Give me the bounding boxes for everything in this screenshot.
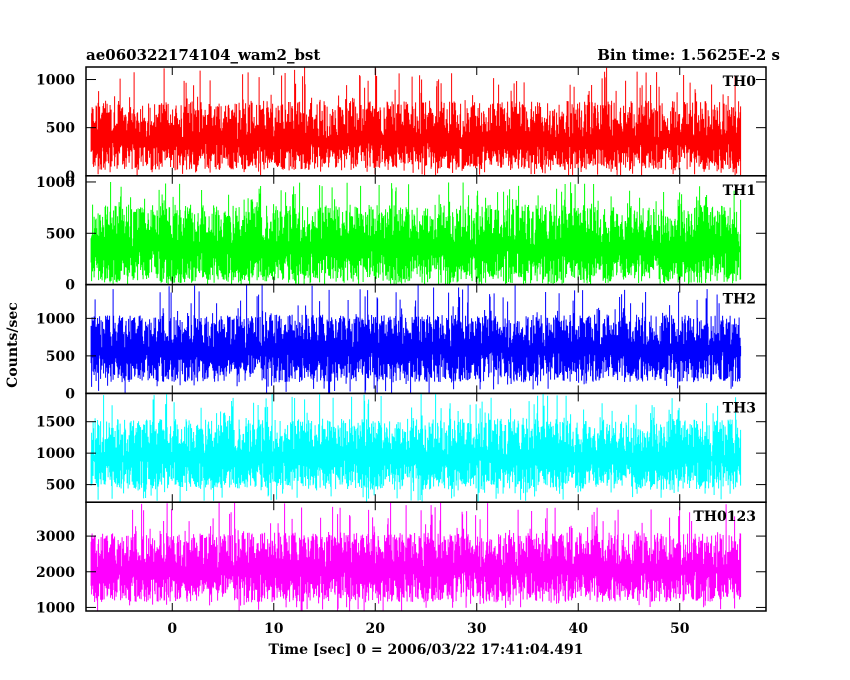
series-line-th2	[90, 284, 742, 394]
panel-label-th0: TH0	[723, 74, 757, 90]
panel-th0123: 1000 2000 3000 TH0123	[36, 501, 767, 616]
chart-title: ae060322174104_wam2_bst	[86, 46, 320, 64]
y-tick-label-th3: 500	[46, 478, 75, 494]
y-tick-label-th0123: 1000	[36, 600, 75, 616]
y-tick-label-th0: 500	[46, 121, 75, 137]
panel-frame-th0123	[85, 501, 767, 612]
y-tick-label-th2: 0	[65, 386, 75, 402]
x-tick-label: 10	[264, 621, 284, 637]
series-line-th3	[90, 393, 742, 503]
y-tick-label-th3: 1500	[36, 415, 75, 431]
y-tick-label-th1: 500	[46, 226, 75, 242]
y-tick-label-th0: 1000	[36, 73, 75, 89]
x-axis-label: Time [sec] 0 = 2006/03/22 17:41:04.491	[269, 642, 584, 658]
y-tick-label-th0: 0	[65, 169, 75, 185]
series-line-th0123	[90, 502, 742, 611]
y-axis-label: Counts/sec	[5, 302, 21, 388]
series-line-th1	[90, 182, 742, 285]
x-tick-label: 30	[467, 621, 487, 637]
x-tick-label: 50	[670, 621, 690, 637]
x-tick-label: 0	[167, 621, 177, 637]
panel-th1: 0 500 1000 TH1	[36, 175, 767, 294]
bin-time-label: Bin time: 1.5625E-2 s	[597, 46, 780, 64]
y-tick-label-th3: 1000	[36, 446, 75, 462]
x-tick-label: 20	[366, 621, 386, 637]
y-tick-label-th0123: 3000	[36, 529, 75, 545]
y-tick-label-th1: 1000	[36, 175, 75, 191]
panel-label-th1: TH1	[723, 183, 756, 199]
y-tick-label-th2: 500	[46, 349, 75, 365]
y-tick-label-th2: 1000	[36, 311, 75, 327]
panel-th3: 500 1000 1500 TH3	[36, 392, 767, 503]
panel-label-th0123: TH0123	[693, 509, 756, 525]
series-line-th0	[90, 67, 742, 176]
panel-th0: 0 500 1000 TH0	[36, 66, 767, 185]
panel-label-th2: TH2	[723, 292, 756, 308]
panel-th2: 0 500 1000 TH2	[36, 283, 767, 402]
panel-label-th3: TH3	[723, 400, 756, 416]
x-tick-label: 40	[568, 621, 588, 637]
y-tick-label-th1: 0	[65, 278, 75, 294]
y-tick-label-th0123: 2000	[36, 565, 75, 581]
